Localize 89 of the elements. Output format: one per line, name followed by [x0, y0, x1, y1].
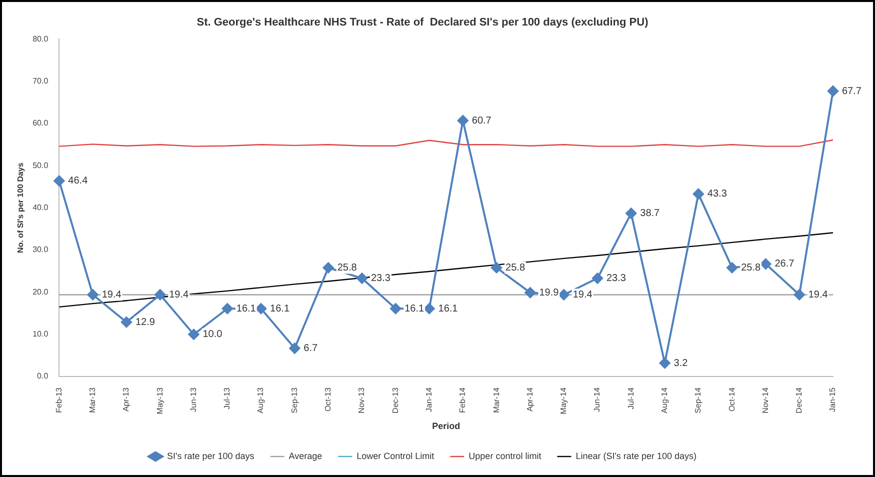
x-tick-label: May-14: [559, 386, 568, 414]
data-label: 10.0: [202, 329, 223, 340]
x-tick-label: May-13: [155, 386, 164, 414]
legend-label: Average: [288, 450, 322, 461]
point: [524, 287, 536, 298]
point: [390, 303, 402, 314]
point: [322, 262, 334, 274]
point: [356, 272, 368, 284]
data-label: 25.8: [741, 262, 761, 274]
y-tick-label: 30.0: [32, 245, 49, 254]
y-tick-label: 10.0: [32, 330, 49, 339]
point: [794, 289, 805, 300]
x-tick-label: Feb-13: [54, 386, 64, 413]
x-tick-label: Oct-14: [727, 386, 736, 412]
point: [558, 289, 570, 300]
x-tick-label: Apr-14: [525, 386, 534, 412]
data-label: 23.3: [606, 273, 626, 284]
x-tick-label: Apr-13: [122, 386, 131, 412]
data-label: 3.2: [674, 358, 688, 369]
legend-label: Linear (SI's rate per 100 days): [576, 450, 696, 461]
point: [188, 328, 200, 340]
y-tick-label: 60.0: [32, 118, 49, 128]
point: [256, 303, 267, 314]
x-tick-label: Dec-13: [390, 386, 400, 414]
y-tick-label: 40.0: [32, 203, 49, 212]
x-tick-label: Jun-14: [592, 386, 602, 412]
x-tick-label: Jun-13: [188, 386, 198, 412]
point: [828, 86, 838, 97]
data-label: 25.8: [337, 262, 358, 274]
point: [154, 289, 166, 300]
x-tick-label: Sep-13: [290, 386, 299, 414]
point: [120, 316, 132, 328]
point: [424, 303, 435, 314]
data-label: 16.1: [438, 303, 458, 314]
x-tick-label: Jan-15: [828, 386, 838, 412]
x-tick-label: Aug-13: [256, 386, 266, 414]
point: [457, 115, 468, 126]
data-label: 19.9: [539, 287, 560, 298]
point: [626, 208, 637, 219]
x-tick-label: Aug-14: [660, 386, 669, 414]
data-label: 19.4: [572, 289, 593, 300]
y-tick-label: 0.0: [37, 372, 49, 381]
x-tick-label: Oct-13: [324, 386, 333, 412]
y-tick-label: 80.0: [32, 34, 49, 44]
x-tick-label: Jan-14: [424, 386, 434, 412]
point: [692, 188, 704, 200]
x-tick-label: Mar-13: [88, 386, 98, 413]
x-tick-label: Feb-14: [458, 386, 468, 413]
legend-label: Lower Control Limit: [356, 450, 435, 461]
x-tick-label: Dec-14: [794, 386, 804, 414]
x-tick-label: Jul-14: [626, 386, 636, 410]
x-tick-label: Nov-13: [357, 386, 366, 414]
data-label: 16.1: [236, 303, 256, 314]
y-tick-label: 70.0: [32, 76, 49, 86]
data-label: 19.4: [169, 289, 190, 300]
point: [222, 303, 233, 314]
data-label: 38.7: [640, 208, 660, 220]
data-label: 16.1: [270, 303, 290, 314]
x-axis-title: Period: [432, 421, 460, 432]
point: [87, 289, 98, 300]
data-label: 60.7: [472, 115, 492, 126]
point: [659, 358, 670, 369]
point: [289, 342, 300, 354]
data-label: 12.9: [135, 316, 156, 328]
y-tick-label: 20.0: [32, 287, 49, 296]
data-label: 19.4: [102, 289, 122, 300]
legend-label: SI's rate per 100 days: [167, 450, 255, 461]
data-label: 23.3: [370, 273, 391, 284]
point: [491, 262, 502, 274]
data-label: 19.4: [808, 289, 828, 300]
data-label: 67.7: [842, 86, 862, 97]
y-tick-label: 50.0: [32, 160, 49, 170]
x-tick-label: Sep-14: [694, 386, 703, 414]
x-tick-label: Mar-14: [492, 386, 501, 413]
point: [54, 175, 65, 186]
x-tick-label: Jul-13: [222, 386, 232, 410]
chart-title: St. George's Healthcare NHS Trust - Rate of Declared SI's per 100 days (excluding PU): [196, 16, 649, 29]
data-label: 6.7: [304, 343, 318, 354]
data-label: 25.8: [506, 262, 526, 274]
legend-label: Upper control limit: [468, 450, 542, 461]
data-label: 46.4: [68, 176, 88, 187]
data-label: 43.3: [707, 188, 728, 200]
point: [592, 272, 603, 284]
y-axis-title: No. of SI's per 100 Days: [16, 162, 26, 254]
data-label: 26.7: [774, 258, 795, 270]
x-tick-label: Nov-14: [760, 386, 770, 414]
data-label: 16.1: [404, 303, 425, 314]
point: [760, 258, 772, 270]
point: [726, 262, 738, 274]
